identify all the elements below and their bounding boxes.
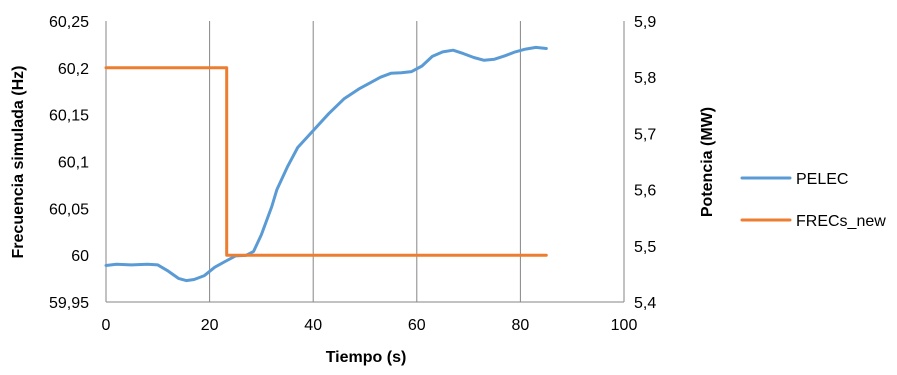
x-tick-label: 100 xyxy=(611,317,638,334)
series-line-pelec xyxy=(104,45,548,283)
y-left-tick-label: 60,25 xyxy=(49,14,89,31)
y-left-tick-labels: 59,95 60 60,05 60,1 60,15 60,2 60,25 xyxy=(49,14,89,312)
y-left-axis-title: Frecuencia simulada (Hz) xyxy=(10,66,27,259)
series-line-frecs-new xyxy=(104,66,548,257)
x-tick-label: 40 xyxy=(304,317,322,334)
y-right-tick-label: 5,5 xyxy=(634,239,656,256)
legend-label-pelec: PELEC xyxy=(796,171,848,188)
y-right-tick-labels: 5,4 5,5 5,6 5,7 5,8 5,9 xyxy=(634,14,656,312)
legend: PELEC FRECs_new xyxy=(740,171,886,230)
y-right-tick-label: 5,6 xyxy=(634,183,656,200)
y-right-tick-label: 5,9 xyxy=(634,14,656,31)
vertical-gridlines xyxy=(105,21,625,302)
y-left-tick-label: 60,2 xyxy=(58,61,89,78)
y-right-axis-title: Potencia (MW) xyxy=(699,107,716,217)
y-right-tick-label: 5,8 xyxy=(634,70,656,87)
y-left-tick-label: 60,15 xyxy=(49,108,89,125)
x-tick-label: 80 xyxy=(512,317,530,334)
y-right-tick-label: 5,7 xyxy=(634,126,656,143)
x-tick-labels: 0 20 40 60 80 100 xyxy=(102,317,638,334)
y-left-tick-label: 60,1 xyxy=(58,155,89,172)
x-axis-title: Tiempo (s) xyxy=(326,349,407,366)
y-left-tick-label: 60,05 xyxy=(49,201,89,218)
y-left-tick-label: 60 xyxy=(71,248,89,265)
y-right-tick-label: 5,4 xyxy=(634,295,656,312)
x-tick-label: 60 xyxy=(408,317,426,334)
x-tick-label: 0 xyxy=(102,317,111,334)
x-tick-label: 20 xyxy=(201,317,219,334)
legend-label-frecs-new: FRECs_new xyxy=(796,213,886,230)
series-layer xyxy=(104,45,548,283)
y-left-tick-label: 59,95 xyxy=(49,295,89,312)
